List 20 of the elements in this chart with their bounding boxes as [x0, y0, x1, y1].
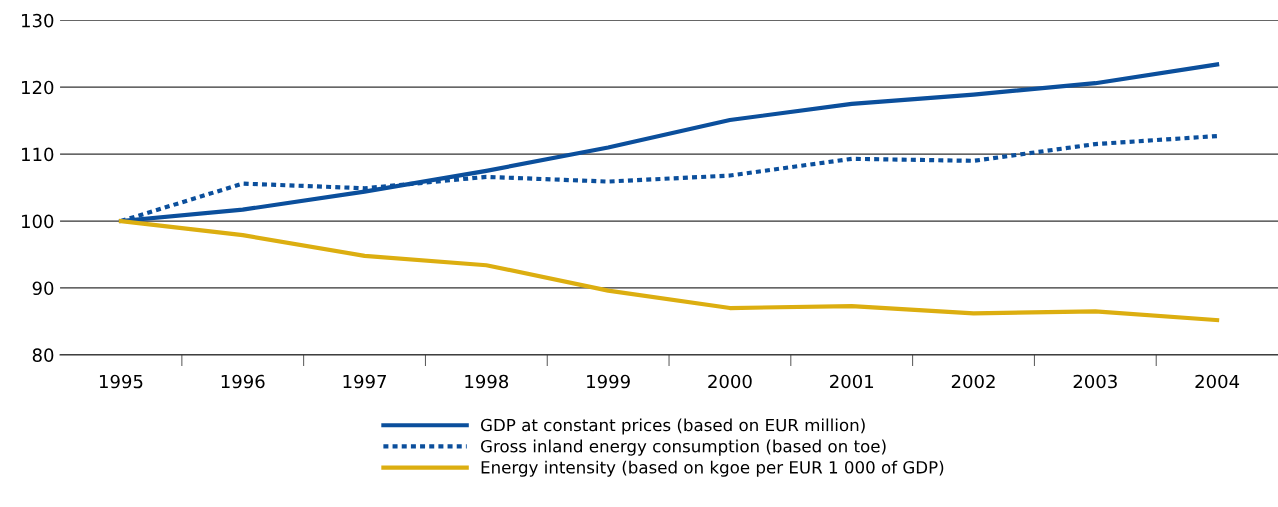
- x-tick-label: 2003: [1073, 374, 1117, 389]
- y-tick-label: 100: [22, 214, 54, 229]
- x-tick-label: 1999: [587, 374, 630, 389]
- y-tick-label: 80: [32, 348, 54, 363]
- y-tick-label: 90: [32, 281, 54, 296]
- x-tick-label: 1996: [221, 374, 265, 389]
- x-tick-label: 1995: [99, 374, 143, 389]
- y-tick-label: 130: [22, 13, 54, 28]
- x-tick-label: 2002: [951, 374, 995, 389]
- x-tick-label: 2000: [708, 374, 752, 389]
- x-tick-label: 2004: [1195, 374, 1240, 389]
- legend-label: GDP at constant prices (based on EUR million): [481, 418, 865, 435]
- x-tick-label: 2001: [830, 374, 874, 389]
- y-tick-label: 110: [22, 147, 54, 162]
- y-tick-label: 120: [22, 80, 54, 95]
- x-tick-label: 1998: [465, 374, 509, 389]
- legend-label: Gross inland energy consumption (based on toe): [481, 439, 886, 456]
- x-tick-label: 1997: [343, 374, 386, 389]
- legend-label: Energy intensity (based on kgoe per EUR 1 000 of GDP): [481, 460, 944, 477]
- line-series: [118, 218, 1220, 323]
